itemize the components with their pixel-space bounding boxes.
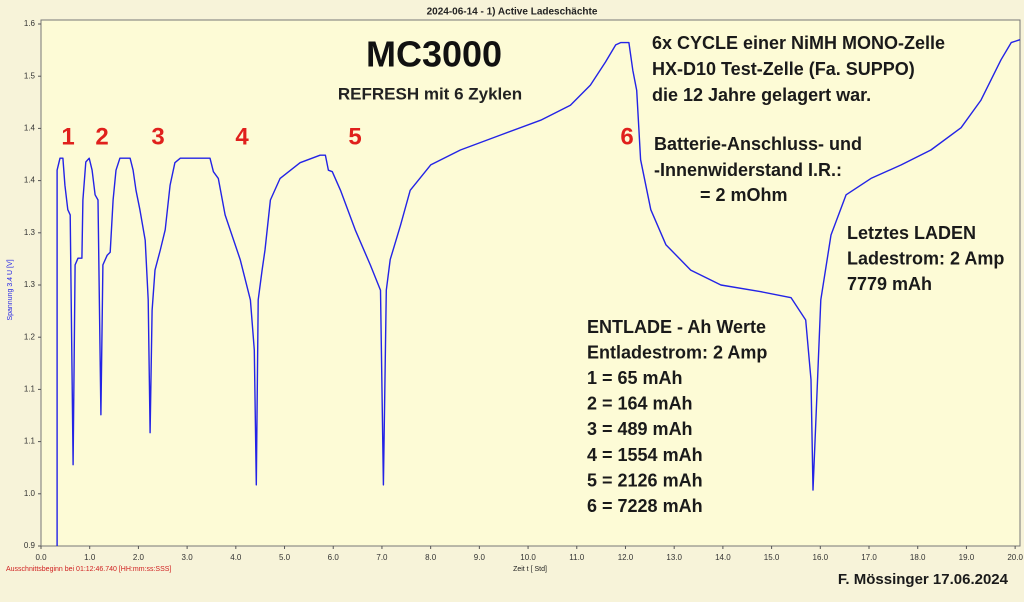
cycle-label: 3 [151,123,164,150]
x-tick-label: 19.0 [959,553,975,562]
x-tick-label: 20.0 [1007,553,1023,562]
y-tick-label: 1.1 [24,437,36,446]
plot-area [40,19,1021,547]
voltage-line [56,39,1021,546]
info-text: HX-D10 Test-Zelle (Fa. SUPPO) [652,59,915,79]
x-tick-label: 15.0 [764,553,780,562]
cycle-label: 1 [61,123,74,150]
subheading: REFRESH mit 6 Zyklen [338,84,522,103]
x-tick-label: 10.0 [520,553,536,562]
footnote: Ausschnittsbeginn bei 01:12:46.740 [HH:m… [6,566,171,573]
y-tick-label: 1.3 [24,280,36,289]
y-tick-label: 1.4 [24,124,36,133]
y-tick-label: 1.1 [24,385,36,394]
x-tick-label: 2.0 [133,553,145,562]
discharge-text: 4 = 1554 mAh [587,445,703,465]
cycle-label: 6 [620,123,633,150]
x-tick-label: 9.0 [474,553,486,562]
chart-title: 2024-06-14 - 1) Active Ladeschächte [427,7,598,18]
x-tick-label: 18.0 [910,553,926,562]
discharge-text: 2 = 164 mAh [587,394,693,414]
x-tick-label: 8.0 [425,553,437,562]
x-tick-label: 11.0 [569,553,585,562]
y-tick-label: 0.9 [24,541,36,550]
x-tick-label: 12.0 [618,553,634,562]
x-tick-label: 1.0 [84,553,96,562]
resistance-text: -Innenwiderstand I.R.: [654,160,842,180]
x-tick-label: 4.0 [230,553,242,562]
y-tick-label: 1.2 [24,332,36,341]
charge-text: 7779 mAh [847,274,932,294]
y-tick-label: 1.3 [24,228,36,237]
x-tick-label: 6.0 [328,553,340,562]
x-tick-label: 3.0 [182,553,194,562]
discharge-text: Entladestrom: 2 Amp [587,342,767,362]
x-tick-label: 17.0 [861,553,877,562]
author: F. Mössinger 17.06.2024 [838,571,1009,588]
info-text: die 12 Jahre gelagert war. [652,85,871,105]
info-text: 6x CYCLE einer NiMH MONO-Zelle [652,33,945,53]
cycle-label: 2 [95,123,108,150]
y-tick-label: 1.6 [24,19,36,28]
discharge-text: 6 = 7228 mAh [587,496,703,516]
charge-text: Ladestrom: 2 Amp [847,248,1004,268]
y-tick-label: 1.4 [24,176,36,185]
discharge-text: 5 = 2126 mAh [587,470,703,490]
resistance-text: Batterie-Anschluss- und [654,134,862,154]
y-axis-label: Spannung 3.4 U [V] [7,259,14,320]
discharge-text: ENTLADE - Ah Werte [587,317,766,337]
resistance-text: = 2 mOhm [700,185,788,205]
x-tick-label: 7.0 [376,553,388,562]
discharge-text: 1 = 65 mAh [587,368,683,388]
y-tick-label: 1.5 [24,71,36,80]
x-tick-label: 14.0 [715,553,731,562]
y-tick-label: 1.0 [24,489,36,498]
x-tick-label: 16.0 [813,553,829,562]
charge-text: Letztes LADEN [847,223,976,243]
heading: MC3000 [366,34,502,75]
x-tick-label: 0.0 [35,553,47,562]
cycle-label: 5 [348,123,361,150]
discharge-text: 3 = 489 mAh [587,419,693,439]
x-axis-label: Zeit t [ Std] [513,566,547,573]
cycle-label: 4 [235,123,249,150]
x-tick-label: 5.0 [279,553,291,562]
x-tick-label: 13.0 [666,553,682,562]
